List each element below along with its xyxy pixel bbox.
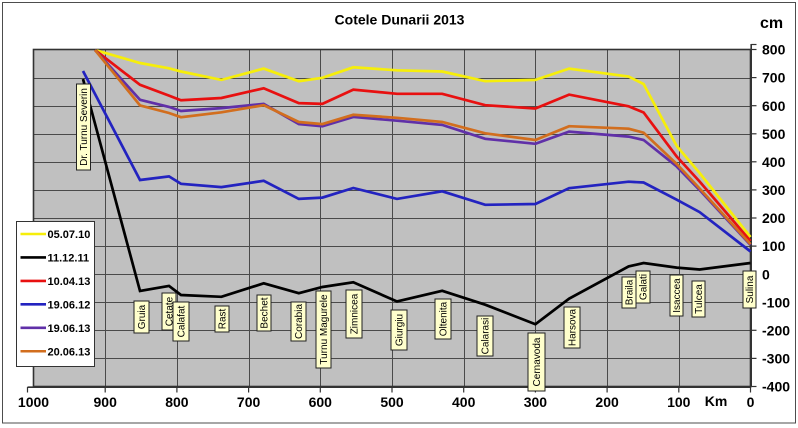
svg-text:Calarasi: Calarasi <box>481 318 492 355</box>
svg-text:19.06.12: 19.06.12 <box>48 299 91 311</box>
svg-text:-300: -300 <box>762 351 790 367</box>
svg-text:200: 200 <box>595 394 619 410</box>
svg-text:Sulina: Sulina <box>745 275 756 303</box>
svg-text:400: 400 <box>452 394 476 410</box>
svg-text:1000: 1000 <box>18 394 49 410</box>
svg-text:Rast: Rast <box>218 308 229 329</box>
svg-text:Turnu Magurele: Turnu Magurele <box>319 294 330 365</box>
svg-text:700: 700 <box>237 394 261 410</box>
svg-text:500: 500 <box>380 394 404 410</box>
svg-text:100: 100 <box>762 238 786 254</box>
svg-text:-200: -200 <box>762 322 790 338</box>
svg-text:Cotele Dunarii 2013: Cotele Dunarii 2013 <box>335 12 465 28</box>
svg-text:600: 600 <box>309 394 333 410</box>
svg-text:11.12.11: 11.12.11 <box>48 252 90 264</box>
svg-text:600: 600 <box>762 98 786 114</box>
svg-text:Calafat: Calafat <box>177 305 188 337</box>
svg-text:Galati: Galati <box>639 274 650 300</box>
svg-text:Zimnicea: Zimnicea <box>350 293 361 334</box>
svg-text:Harsova: Harsova <box>568 308 579 346</box>
svg-text:0: 0 <box>762 266 770 282</box>
svg-text:Bechet: Bechet <box>260 297 271 328</box>
svg-text:800: 800 <box>762 42 786 58</box>
svg-text:Gruia: Gruia <box>137 304 148 329</box>
svg-text:-400: -400 <box>762 379 790 395</box>
svg-text:10.04.13: 10.04.13 <box>48 276 91 288</box>
svg-text:0: 0 <box>747 394 755 410</box>
svg-text:400: 400 <box>762 154 786 170</box>
svg-text:500: 500 <box>762 126 786 142</box>
svg-text:Giurgiu: Giurgiu <box>395 314 406 346</box>
svg-text:Cernavoda: Cernavoda <box>532 337 543 386</box>
svg-text:800: 800 <box>165 394 189 410</box>
svg-text:05.07.10: 05.07.10 <box>48 229 91 241</box>
svg-text:300: 300 <box>524 394 548 410</box>
svg-text:700: 700 <box>762 70 786 86</box>
svg-text:Cetate: Cetate <box>165 296 176 326</box>
svg-text:cm: cm <box>760 15 783 32</box>
svg-text:Corabia: Corabia <box>294 304 305 339</box>
svg-text:900: 900 <box>94 394 118 410</box>
svg-text:300: 300 <box>762 182 786 198</box>
svg-text:19.06.13: 19.06.13 <box>48 323 91 335</box>
svg-text:Km: Km <box>705 393 728 409</box>
svg-text:Isaccea: Isaccea <box>672 278 683 313</box>
svg-text:Oltenita: Oltenita <box>439 301 450 336</box>
svg-text:Braila: Braila <box>625 279 636 305</box>
svg-text:Tulcea: Tulcea <box>694 284 705 314</box>
svg-text:Dr. Turnu Severin: Dr. Turnu Severin <box>79 88 90 166</box>
svg-text:-100: -100 <box>762 294 790 310</box>
svg-text:100: 100 <box>667 394 691 410</box>
svg-text:20.06.13: 20.06.13 <box>48 346 91 358</box>
svg-text:200: 200 <box>762 210 786 226</box>
